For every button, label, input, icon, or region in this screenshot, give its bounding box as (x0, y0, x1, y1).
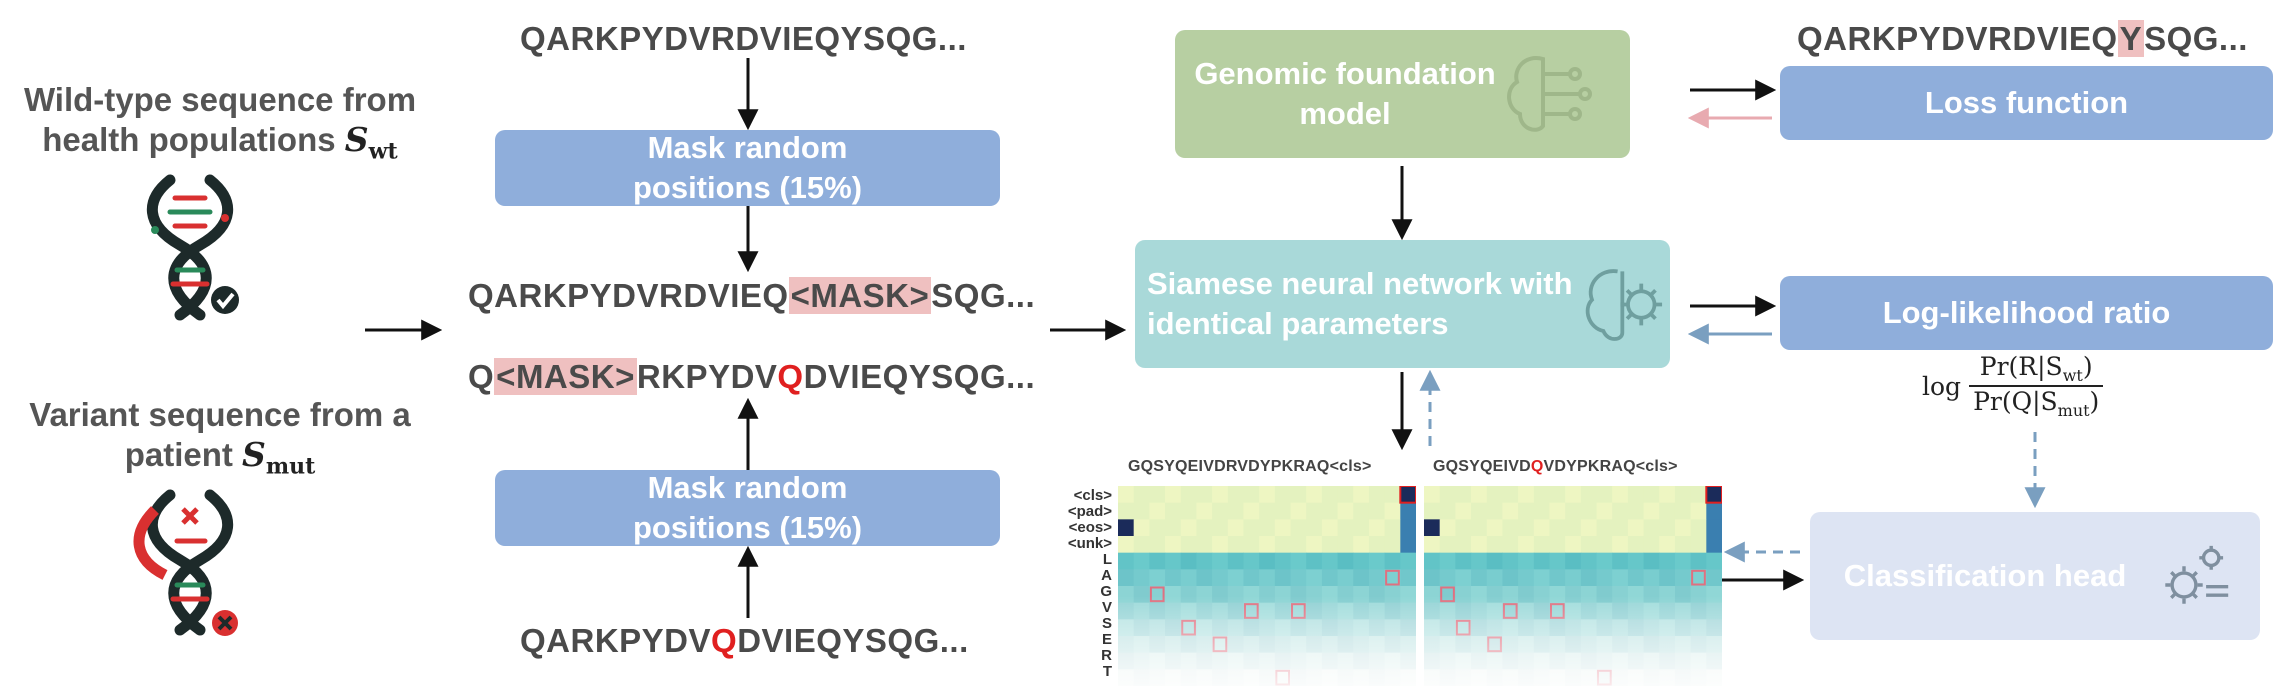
heatmap-right-title-post: VDYPKRAQ<cls> (1543, 458, 1678, 475)
dna-variant-icon (133, 489, 238, 636)
seq-masked-2-post: DVIEQYSQG... (803, 358, 1036, 395)
foundation-model-label: Genomic foundation model (1194, 56, 1496, 131)
heatmap-right-title-mut: Q (1530, 458, 1544, 475)
log-likelihood-ratio-box: Log-likelihood ratio (1780, 276, 2273, 350)
seq-target-post: SQG... (2144, 20, 2248, 57)
heatmap-row-label: R (1101, 647, 1112, 664)
seq-bottom-post: DVIEQYSQG... (737, 622, 969, 659)
classification-head-box: Classification head (1810, 512, 2260, 640)
variant-label-line2-text: patient (124, 436, 233, 473)
variant-label: Variant sequence from a patient Smut (0, 395, 440, 487)
heatmap-row-label: G (1100, 583, 1112, 600)
wildtype-label-line2: health populations Swt (0, 120, 440, 172)
dna-healthy-icon (147, 174, 239, 321)
variant-label-line1: Variant sequence from a (29, 396, 411, 433)
heatmap-right (1424, 486, 1722, 686)
heatmap-row-label: L (1102, 551, 1112, 568)
mask-box-top: Mask random positions (15%) (495, 130, 1000, 206)
variant-symbol-letter: S (242, 435, 266, 474)
wildtype-label-line1: Wild-type sequence from (23, 81, 417, 118)
formula-denominator-sub: mut (2057, 401, 2090, 420)
variant-symbol-sub: mut (265, 453, 316, 480)
heatmap-left (1118, 486, 1416, 686)
loss-function-label: Loss function (1924, 85, 2129, 120)
seq-masked-1-post: SQG... (931, 277, 1036, 314)
sequence-target: QARKPYDVRDVIEQYSQG... (1797, 20, 2248, 58)
brain-circuit-icon (1507, 56, 1592, 132)
heatmap-row-label: S (1101, 615, 1112, 632)
loss-function-box: Loss function (1780, 66, 2273, 140)
formula-numerator: Pr(R|Swt) (1979, 352, 2093, 385)
formula-bar (1969, 385, 2104, 387)
formula-denominator-text: Pr(Q|S (1973, 387, 2058, 416)
log-likelihood-ratio-label: Log-likelihood ratio (1882, 295, 2171, 330)
formula-denominator: Pr(Q|Smut) (1973, 387, 2100, 420)
sequence-masked-wildtype: QARKPYDVRDVIEQ<MASK>SQG... (468, 277, 1035, 315)
target-residue: Y (2117, 20, 2145, 57)
classification-head-label: Classification head (1843, 558, 2127, 593)
heatmap-row-label: T (1102, 663, 1112, 680)
formula-log: log (1922, 371, 1962, 401)
wildtype-label: Wild-type sequence from health populatio… (0, 80, 440, 172)
variant-label-line2: patient Smut (0, 435, 440, 487)
sequence-bottom: QARKPYDVQDVIEQYSQG... (520, 622, 969, 660)
seq-target-pre: QARKPYDVRDVIEQ (1797, 20, 2118, 57)
siamese-network-box: Siamese neural network with identical pa… (1135, 240, 1670, 368)
genomic-foundation-model-box: Genomic foundation model (1175, 30, 1630, 158)
mask-box-top-label: Mask random positions (15%) (632, 130, 863, 205)
seq-masked-2-mid: RKPYDV (636, 358, 778, 395)
seq-masked-2-pre: Q (468, 358, 495, 395)
heatmap-right-title: GQSYQEIVDQVDYPKRAQ<cls> (1433, 458, 1678, 476)
wildtype-symbol: Swt (344, 120, 398, 165)
mask-token: <MASK> (494, 358, 637, 395)
heatmap-row-label: A (1101, 567, 1112, 584)
heatmap-row-label: <eos> (1068, 519, 1112, 536)
siamese-network-label: Siamese neural network with identical pa… (1147, 266, 1573, 341)
heatmap-row-label: <pad> (1067, 503, 1112, 520)
mutation-residue: Q (711, 622, 738, 659)
seq-bottom-pre: QARKPYDV (520, 622, 712, 659)
llr-formula: log Pr(R|Swt) Pr(Q|Smut) (1922, 352, 2104, 420)
mask-box-bottom-label: Mask random positions (15%) (632, 470, 863, 545)
mask-token: <MASK> (788, 277, 932, 314)
gear-settings-icon (2165, 545, 2229, 604)
heatmap-row-label: E (1101, 631, 1112, 648)
heatmap-row-label: V (1101, 599, 1112, 616)
formula-numerator-text: Pr(R|S (1979, 352, 2063, 381)
heatmap-row-label: <cls> (1073, 487, 1112, 504)
heatmap-row-label: <unk> (1067, 535, 1112, 552)
variant-symbol: Smut (242, 435, 315, 480)
wildtype-symbol-sub: wt (368, 138, 398, 165)
heatmap-right-title-pre: GQSYQEIVD (1433, 458, 1531, 475)
heatmap-row-labels: <cls> <pad> <eos> <unk> L A G V S E R T (1040, 488, 1112, 680)
heatmap-fade-overlay (1424, 486, 1722, 686)
brain-gear-icon (1586, 268, 1663, 341)
wildtype-label-line2-text: health populations (42, 121, 336, 158)
sequence-top: QARKPYDVRDVIEQYSQG... (520, 20, 967, 57)
wildtype-symbol-letter: S (344, 120, 369, 159)
heatmap-left-title: GQSYQEIVDRVDYPKRAQ<cls> (1128, 458, 1372, 475)
mask-box-bottom: Mask random positions (15%) (495, 470, 1000, 546)
sequence-masked-variant: Q<MASK>RKPYDVQDVIEQYSQG... (468, 358, 1035, 396)
formula-numerator-sub: wt (2062, 366, 2083, 385)
seq-masked-1-pre: QARKPYDVRDVIEQ (468, 277, 789, 314)
mutation-residue: Q (777, 358, 804, 395)
heatmap-fade-overlay (1118, 486, 1416, 686)
formula-fraction: Pr(R|Swt) Pr(Q|Smut) (1969, 352, 2104, 420)
